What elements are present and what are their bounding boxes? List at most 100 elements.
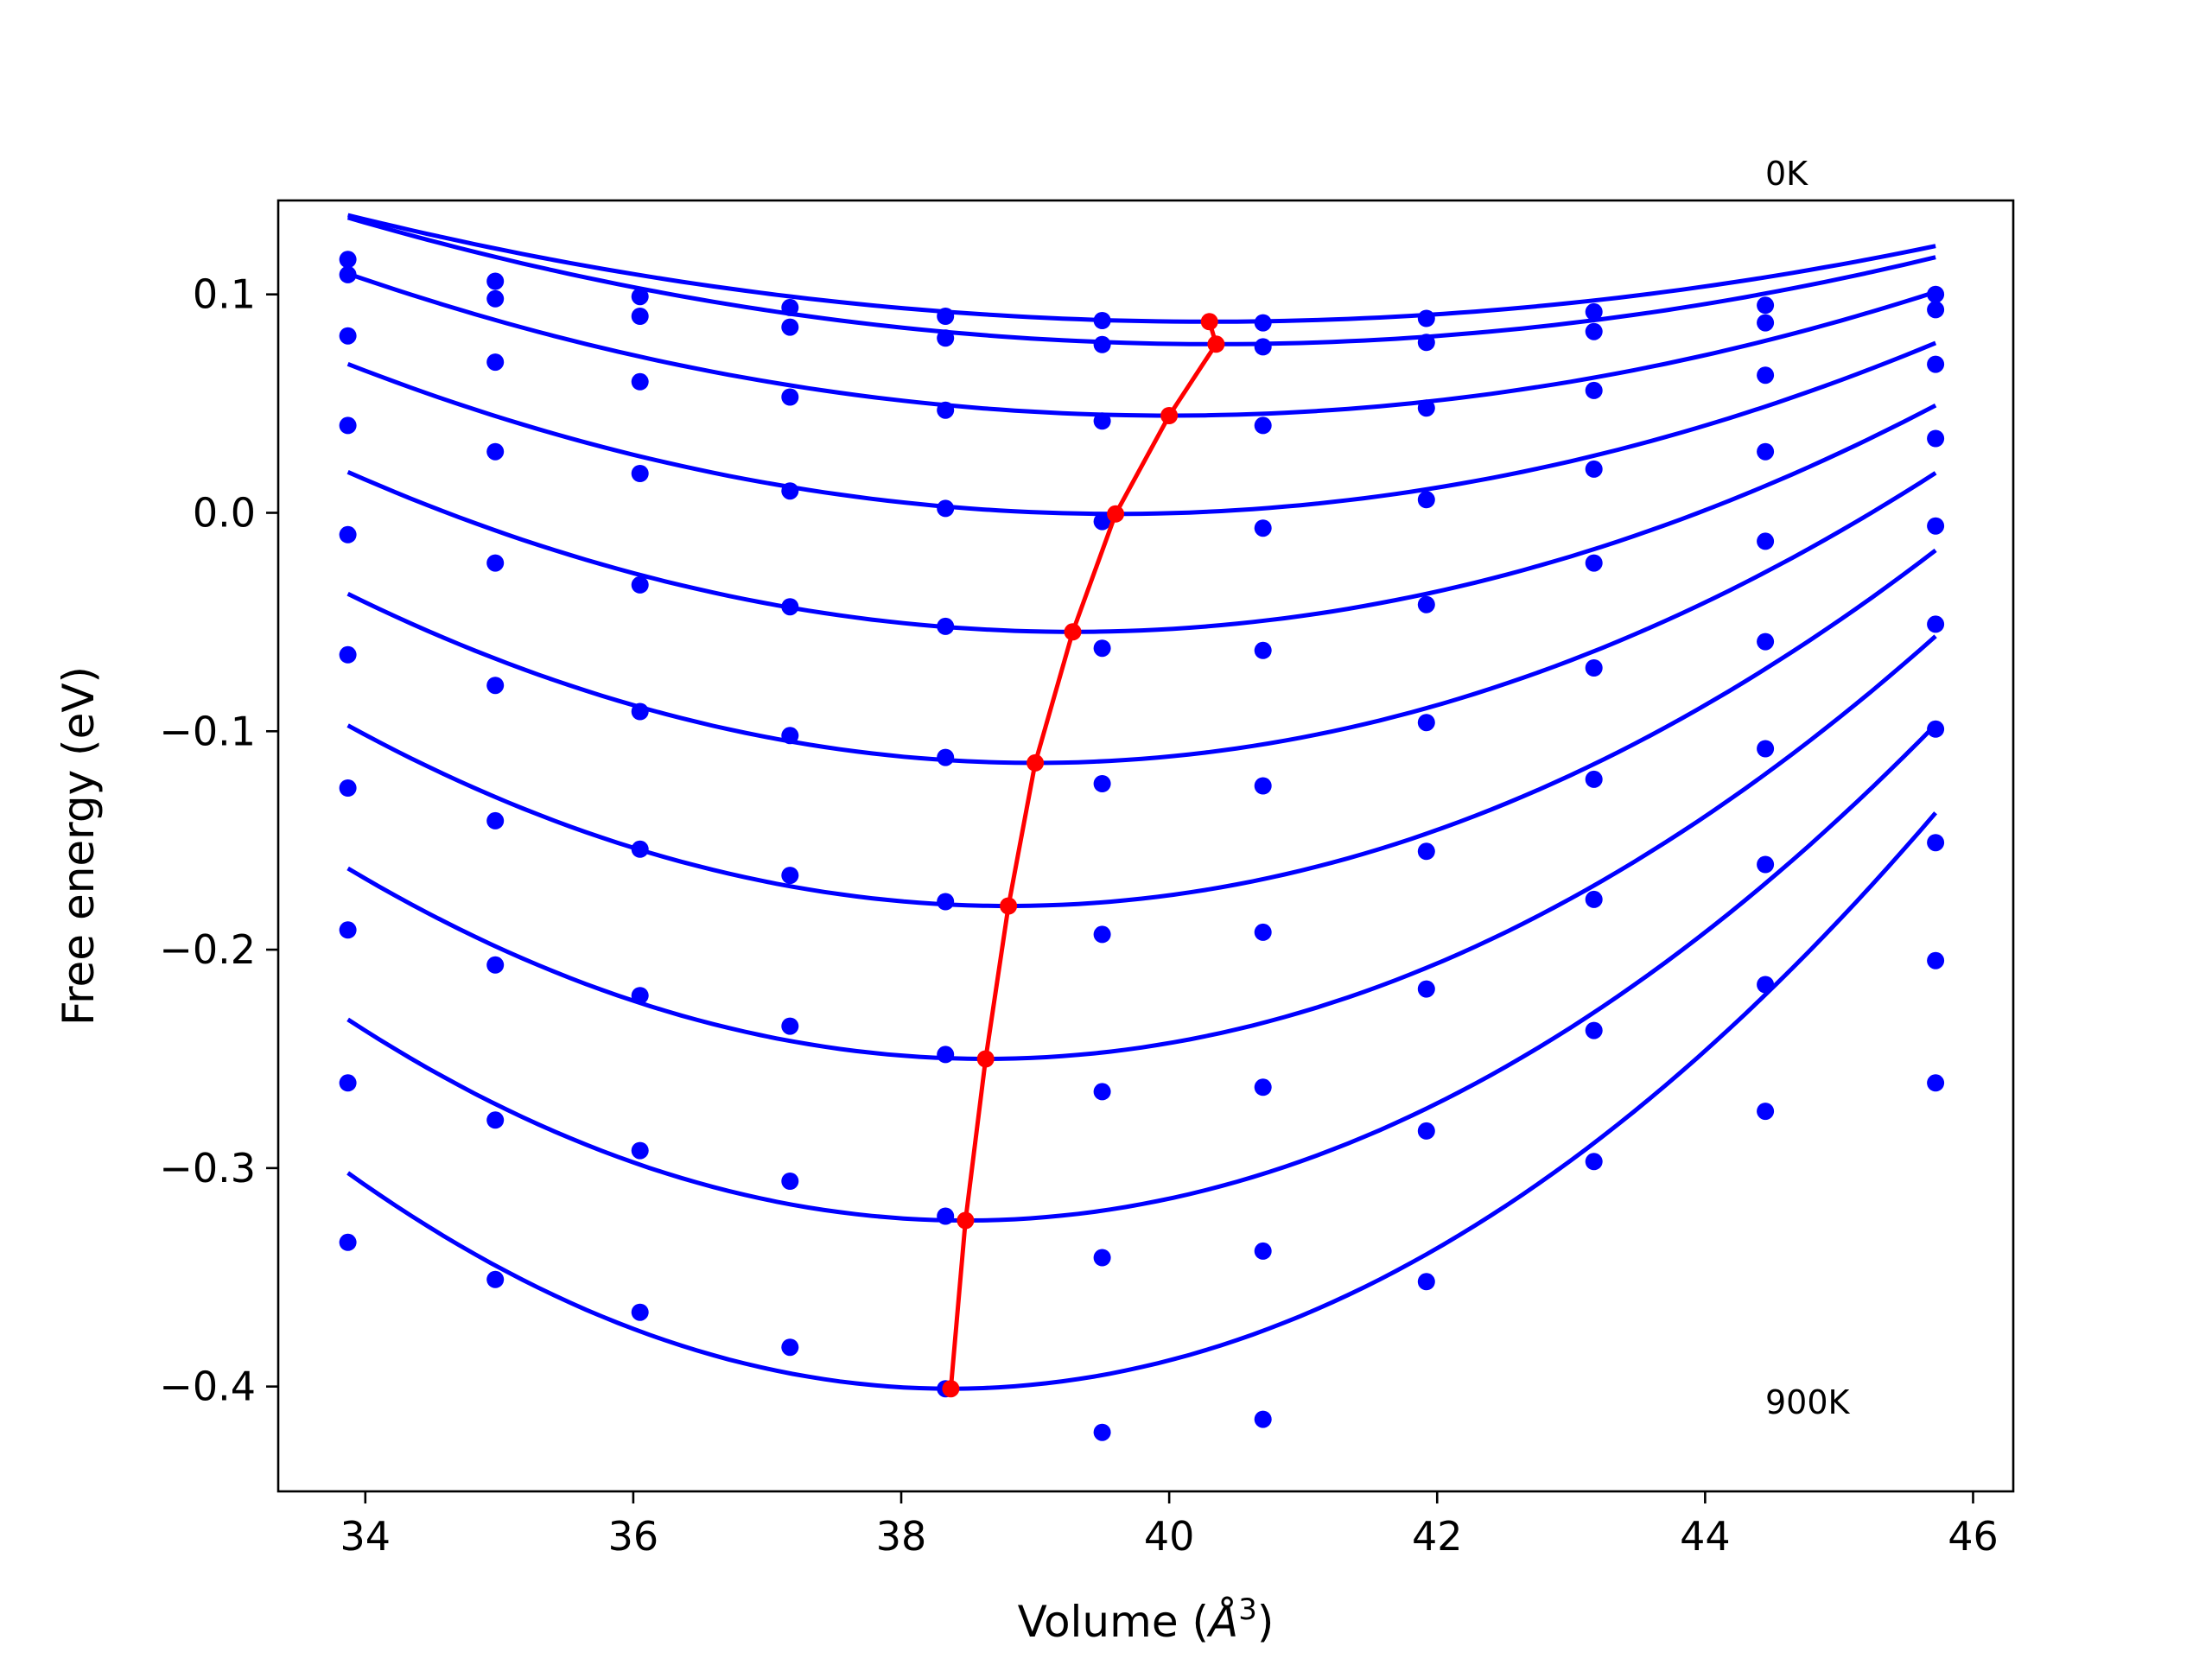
data-point-10-2 [486,1270,505,1288]
data-point-3-9 [1585,381,1603,399]
data-point-2-5 [937,329,955,347]
minimum-point-3 [1160,407,1179,424]
data-point-2-2 [486,289,505,308]
data-point-5-6 [1093,639,1111,658]
y-tick-label-3: −0.2 [159,926,256,973]
x-axis-ticks: 34 36 38 40 42 44 46 [340,1491,1999,1560]
x-axis-label-exponent: 3 [1238,1592,1257,1627]
minimum-point-4 [1107,505,1125,523]
data-point-6-10 [1757,632,1775,651]
data-point-7-3 [631,840,649,858]
data-point-8-4 [781,1017,799,1035]
annotation-0k: 0K [1765,155,1808,193]
data-point-1-10 [1757,296,1775,315]
data-point-4-11 [1927,429,1945,448]
data-point-4-4 [781,482,799,500]
data-point-7-4 [781,867,799,885]
data-point-1-5 [937,308,955,325]
data-point-7-2 [486,811,505,830]
data-point-8-9 [1585,890,1603,908]
data-point-4-8 [1417,491,1435,509]
data-point-8-1 [339,921,357,939]
data-point-6-5 [937,748,955,766]
data-point-5-8 [1417,595,1435,613]
data-point-6-1 [339,645,357,664]
data-point-2-4 [781,318,799,336]
y-tick-label-1: 0.0 [193,489,256,536]
data-point-7-5 [937,893,955,911]
minimum-path-line [948,321,1219,1389]
data-point-2-9 [1585,322,1603,340]
plot-marks [339,213,1945,1441]
data-point-3-3 [631,372,649,391]
data-point-7-6 [1093,925,1111,944]
data-point-1-8 [1417,309,1435,327]
data-point-9-9 [1585,1021,1603,1039]
y-tick-label-5: −0.4 [159,1363,256,1410]
data-point-10-7 [1254,1410,1272,1428]
fit-curve-9 [346,723,1937,1224]
data-point-5-3 [631,575,649,594]
data-point-2-8 [1417,334,1435,352]
data-point-5-4 [781,598,799,616]
data-point-9-2 [486,1111,505,1129]
data-point-10-10 [1757,1103,1775,1121]
data-point-6-4 [781,727,799,745]
x-tick-label-42: 42 [1412,1513,1463,1560]
data-point-7-8 [1417,842,1435,861]
fit-curve-1 [347,213,1936,324]
data-point-5-5 [937,617,955,635]
data-point-4-5 [937,499,955,518]
data-point-8-6 [1093,1083,1111,1101]
data-point-6-9 [1585,659,1603,677]
data-point-2-7 [1254,338,1272,356]
data-point-10-4 [781,1338,799,1357]
data-point-3-5 [937,401,955,419]
data-point-9-11 [1927,951,1945,969]
data-point-8-7 [1254,1078,1272,1096]
data-point-1-6 [1093,312,1111,329]
data-point-6-2 [486,677,505,695]
data-point-2-1 [339,265,357,283]
data-point-1-9 [1585,302,1603,321]
data-point-5-11 [1927,517,1945,535]
data-point-1-2 [486,272,505,290]
data-point-10-3 [631,1303,649,1321]
minimum-point-5 [1064,623,1082,641]
data-point-3-10 [1757,366,1775,385]
data-point-1-3 [631,288,649,306]
annotation-900k: 900K [1765,1383,1851,1421]
data-point-9-1 [339,1074,357,1092]
data-point-3-1 [339,327,357,345]
data-point-8-2 [486,956,505,974]
x-axis-label-text: Volume [1018,1597,1179,1647]
axes-frame [276,199,2015,1493]
data-point-3-7 [1254,416,1272,435]
data-point-5-9 [1585,554,1603,572]
minimum-point-10 [942,1380,960,1398]
data-point-1-11 [1927,285,1945,303]
data-point-2-10 [1757,314,1775,332]
data-point-10-8 [1417,1273,1435,1291]
data-point-9-5 [937,1207,955,1225]
data-point-9-10 [1757,976,1775,994]
y-axis-label: Free energy (eV) [54,666,104,1026]
data-point-3-8 [1417,399,1435,417]
data-point-10-9 [1585,1153,1603,1171]
data-point-3-6 [1093,412,1111,430]
data-point-9-3 [631,1141,649,1160]
x-axis-label-close: ) [1257,1597,1274,1647]
fit-curve-2 [346,215,1936,346]
data-point-5-1 [339,525,357,543]
data-point-2-6 [1093,335,1111,353]
data-point-7-11 [1927,720,1945,738]
data-point-9-7 [1254,1242,1272,1260]
data-point-9-4 [781,1173,799,1190]
data-point-8-10 [1757,855,1775,874]
data-point-5-2 [486,554,505,572]
x-tick-label-36: 36 [608,1513,659,1560]
y-tick-label-0: 0.1 [193,271,256,318]
data-point-8-5 [937,1046,955,1064]
data-point-6-6 [1093,775,1111,792]
y-tick-label-2: −0.1 [159,708,256,754]
